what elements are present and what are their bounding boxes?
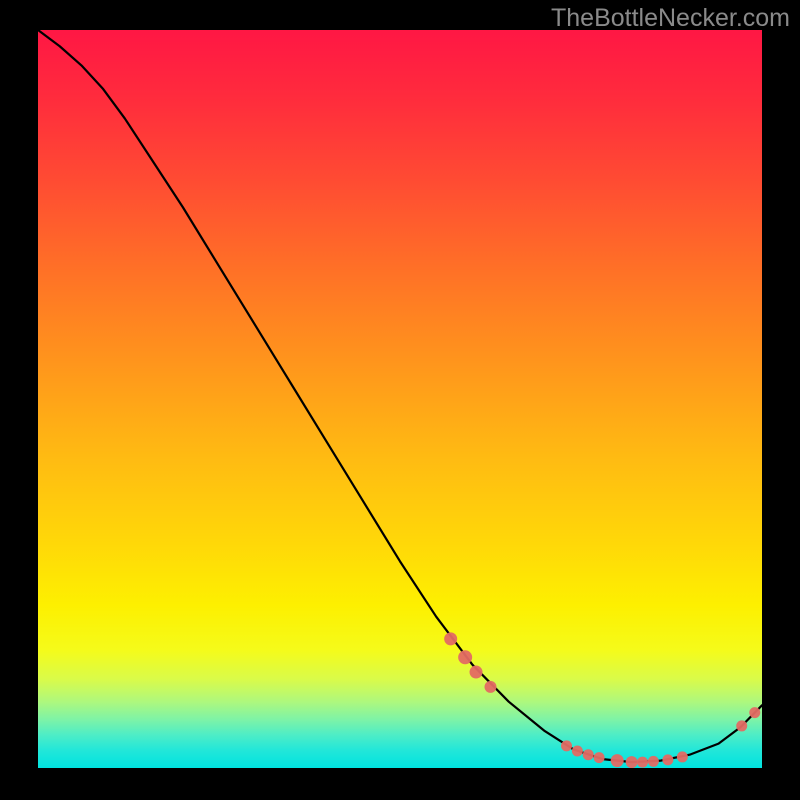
data-marker [458, 650, 472, 664]
data-marker [626, 756, 638, 768]
data-marker [485, 681, 497, 693]
data-marker [444, 632, 457, 645]
data-marker [662, 754, 673, 765]
data-marker [561, 740, 572, 751]
chart-container: TheBottleNecker.com [0, 0, 800, 800]
data-marker [583, 749, 594, 760]
data-marker [648, 756, 659, 767]
bottleneck-curve-chart [0, 0, 800, 800]
data-marker [736, 720, 747, 731]
data-marker [677, 751, 688, 762]
watermark-text: TheBottleNecker.com [551, 4, 790, 33]
data-marker [637, 757, 648, 768]
data-marker [611, 754, 624, 767]
data-marker [594, 752, 605, 763]
data-marker [749, 707, 760, 718]
plot-background-gradient [38, 30, 762, 768]
data-marker [572, 746, 583, 757]
data-marker [470, 666, 483, 679]
